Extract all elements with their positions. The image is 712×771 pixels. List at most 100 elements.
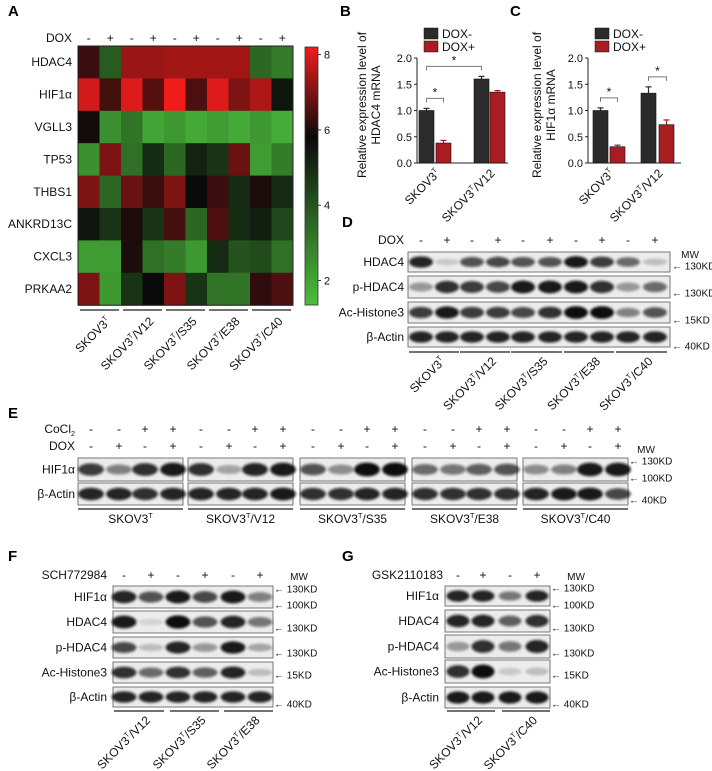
heatmap-cell [99, 272, 122, 306]
treatment-label-base: SCH772984 [42, 568, 108, 582]
blot-group-label: SKOV3T/V12 [206, 511, 275, 526]
heatmap-cell [142, 208, 165, 241]
bar-DOX+ [489, 91, 506, 164]
blot-row-label: β-Actin [69, 690, 107, 704]
protein-band [511, 256, 535, 268]
blot-group-label-base: SKOV3 [206, 512, 246, 526]
blot-row-label: HIF1α [42, 463, 75, 477]
legend-swatch [594, 40, 610, 53]
protein-band [188, 487, 214, 501]
treatment-sign: - [451, 422, 455, 436]
mw-label: 130KD [564, 649, 595, 660]
legend-label: DOX+ [442, 40, 475, 54]
treatment-sign: - [311, 422, 315, 436]
treatment-sign: + [546, 233, 553, 247]
protein-band [106, 464, 132, 475]
treatment-label: DOX [49, 439, 75, 453]
blot-group-label-suffix: /S35 [362, 512, 387, 526]
mw-marker: ← 15KD [551, 671, 589, 682]
panel-label-D: D [342, 214, 353, 231]
protein-band [242, 487, 268, 501]
arrow-left-icon: ← [274, 585, 287, 596]
mw-label: 40KD [642, 496, 667, 507]
protein-band [471, 590, 495, 602]
treatment-sign: - [253, 439, 257, 453]
protein-band [300, 463, 326, 476]
heatmap-cell [250, 46, 272, 79]
heatmap-cell [142, 46, 165, 79]
treatment-sign: - [231, 568, 235, 582]
y-tick-label: 1.5 [397, 79, 412, 91]
protein-band [354, 462, 380, 477]
protein-band [486, 306, 510, 319]
heatmap-cell [99, 240, 122, 274]
protein-band [160, 462, 186, 477]
blot-group-label: SKOV3T/V12 [94, 712, 154, 771]
blot-group-label: SKOV3T/S35 [491, 353, 551, 413]
mw-marker: ← 15KD [274, 671, 312, 682]
protein-band [551, 464, 577, 475]
heatmap-cell [121, 175, 143, 209]
treatment-label-base: DOX [378, 233, 404, 247]
heatmap-cell [185, 46, 208, 79]
heatmap-cell [271, 78, 294, 112]
heatmap-cell [78, 78, 100, 112]
protein-band [138, 591, 164, 603]
protein-band [605, 488, 631, 500]
protein-band [616, 257, 640, 267]
protein-band [460, 306, 484, 319]
protein-band [643, 281, 667, 293]
mw-label: 130KD [564, 624, 595, 635]
mw-marker: ← 100KD [551, 601, 594, 612]
protein-band [165, 691, 191, 703]
protein-band [220, 666, 246, 679]
heatmap-row-label: HDAC4 [31, 55, 72, 69]
mw-marker: ← 130KD [672, 262, 712, 273]
treatment-sign: + [503, 422, 510, 436]
heatmap-cell [78, 175, 100, 209]
arrow-left-icon: ← [551, 601, 564, 612]
legend-swatch [423, 27, 439, 40]
protein-band [409, 331, 433, 343]
mw-marker: ← 130KD [274, 649, 317, 660]
heatmap-cell [250, 240, 272, 274]
heatmap-cell [121, 208, 143, 241]
heatmap-cell [228, 143, 251, 177]
protein-band [590, 331, 614, 343]
protein-band [165, 666, 191, 679]
blot-group-label-sup: T [470, 511, 475, 520]
mw-header: MW [290, 572, 308, 583]
heatmap-cell [142, 78, 165, 112]
heatmap-group-label: SKOV3T [72, 313, 114, 355]
protein-band [494, 463, 520, 476]
blot-group-label: SKOV3T/C40 [480, 712, 540, 771]
heatmap-group-label-sup: T [211, 331, 221, 341]
heatmap-cell [121, 272, 143, 306]
protein-band [192, 616, 218, 628]
heatmap-cell [271, 143, 294, 177]
protein-band [412, 464, 438, 475]
treatment-sign: - [626, 233, 630, 247]
mw-label: 100KD [642, 474, 673, 485]
treatment-sign: - [89, 422, 93, 436]
heatmap-cell [78, 208, 100, 241]
treatment-sign: - [339, 422, 343, 436]
treatment-label-base: CoCl [44, 422, 71, 436]
heatmap-cell [185, 175, 208, 209]
heatmap-cell [228, 208, 251, 241]
mw-header: MW [637, 445, 655, 456]
blot-group-label-sup: T [624, 371, 634, 381]
heatmap-cell [142, 272, 165, 306]
blot-group-label: SKOV3T/E38 [430, 511, 499, 526]
heatmap-cell [250, 175, 272, 209]
category-label: SKOV3T/V12 [438, 165, 498, 225]
heatmap-cell [121, 143, 143, 177]
bar-DOX- [592, 110, 609, 164]
protein-band [511, 307, 535, 318]
protein-band [138, 667, 164, 678]
treatment-sign: - [89, 439, 93, 453]
protein-band [498, 591, 522, 601]
blot-group-label-sup: T [434, 353, 444, 363]
dox-sign: + [193, 31, 200, 45]
heatmap-cell [271, 272, 294, 306]
